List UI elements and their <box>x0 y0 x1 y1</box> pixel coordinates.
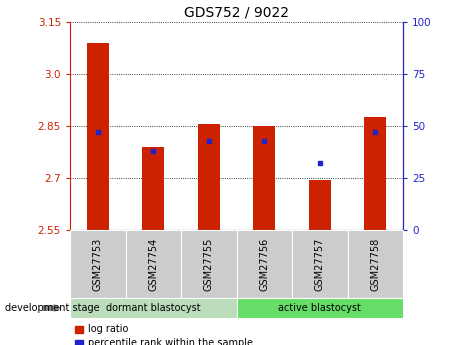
Text: GSM27756: GSM27756 <box>259 237 269 290</box>
Text: GSM27755: GSM27755 <box>204 237 214 291</box>
Text: GSM27758: GSM27758 <box>370 237 380 290</box>
Text: development stage: development stage <box>5 303 99 313</box>
Text: GSM27753: GSM27753 <box>93 237 103 290</box>
Bar <box>142 147 164 230</box>
Text: percentile rank within the sample: percentile rank within the sample <box>87 338 253 345</box>
Bar <box>364 117 387 230</box>
Bar <box>87 43 109 230</box>
Text: active blastocyst: active blastocyst <box>278 303 361 313</box>
Text: GSM27757: GSM27757 <box>315 237 325 291</box>
Text: dormant blastocyst: dormant blastocyst <box>106 303 201 313</box>
Title: GDS752 / 9022: GDS752 / 9022 <box>184 6 289 19</box>
Bar <box>253 126 276 230</box>
Bar <box>308 180 331 230</box>
Bar <box>198 124 220 230</box>
Text: GSM27754: GSM27754 <box>148 237 158 290</box>
Text: log ratio: log ratio <box>87 324 128 334</box>
